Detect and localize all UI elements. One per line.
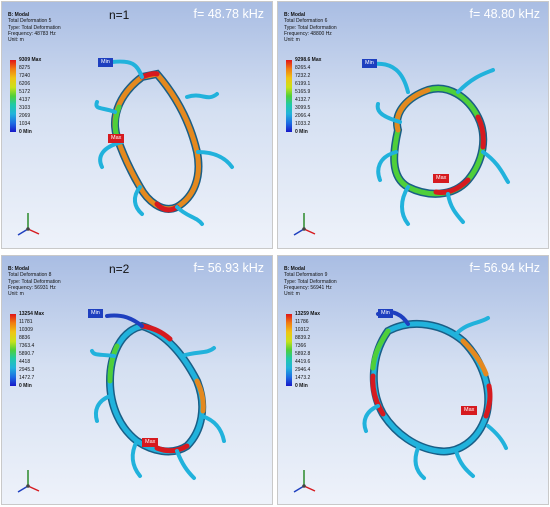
legend-value: 8265.4 [295, 65, 311, 71]
legend-value: 9309 Max [19, 57, 42, 63]
legend-value: 8839.2 [295, 335, 311, 341]
header-line: Unit: m [284, 291, 300, 298]
header-line: Frequency: 48783 Hz [8, 30, 56, 37]
legend-value: 13259 Max [295, 311, 321, 317]
legend-value: 0 Min [19, 129, 32, 135]
max-probe-tag: Max [433, 174, 450, 183]
legend-value: 5890.7 [19, 351, 35, 357]
legend-colorbar [10, 314, 16, 386]
legend-value: 0 Min [19, 383, 32, 389]
result-header: B: Modal Total Deformation 9 Type: Total… [284, 266, 337, 297]
axis-triad-icon [293, 470, 316, 493]
legend-value: 1472.7 [19, 375, 35, 381]
max-probe-tag: Max [108, 134, 125, 143]
legend-value: 2946.4 [295, 367, 311, 373]
frequency-label: f= 48.78 kHz [193, 7, 264, 21]
header-line: Type: Total Deformation [8, 278, 61, 285]
header-line: Type: Total Deformation [284, 278, 337, 285]
legend-value: 1033.2 [295, 121, 311, 127]
legend-value: 8836 [19, 335, 31, 341]
legend-colorbar [10, 60, 16, 132]
header-line: Total Deformation 8 [8, 272, 52, 279]
legend-value: 1034 [19, 121, 31, 127]
legend-value: 7363.4 [19, 343, 35, 349]
header-line: Type: Total Deformation [8, 24, 61, 31]
legend-value: 9298.6 Max [295, 57, 322, 63]
legend-value: 10309 [19, 327, 33, 333]
legend-value: 11786 [295, 319, 309, 325]
modal-panel-3: B: Modal Total Deformation 8 Type: Total… [1, 255, 273, 505]
deformed-ring-geometry [90, 313, 226, 480]
legend-value: 1473.2 [295, 375, 311, 381]
header-line: B: Modal [284, 266, 306, 272]
legend-value: 6206 [19, 81, 31, 87]
legend-value: 4418 [19, 359, 31, 365]
legend-value: 5172 [19, 89, 31, 95]
legend-value: 7366 [295, 343, 307, 349]
min-probe-tag: Min [378, 309, 393, 318]
legend-value: 0 Min [295, 129, 308, 135]
max-probe-tag: Max [461, 406, 478, 415]
deformed-ring-geometry [362, 309, 508, 480]
axis-triad-icon [17, 470, 40, 493]
legend-colorbar [286, 314, 292, 386]
legend-value: 6199.1 [295, 81, 311, 87]
mode-label: n=1 [109, 8, 130, 22]
header-line: Type: Total Deformation [284, 24, 337, 31]
max-probe-tag: Max [142, 438, 159, 447]
legend-value: 13254 Max [19, 311, 45, 317]
min-probe-tag: Min [88, 309, 103, 318]
header-line: B: Modal [8, 12, 30, 18]
legend-colorbar [286, 60, 292, 132]
legend-value: 3099.5 [295, 105, 311, 111]
axis-triad-icon [17, 213, 40, 236]
legend-value: 10312 [295, 327, 309, 333]
header-line: Unit: m [8, 37, 24, 44]
header-line: Total Deformation 6 [284, 18, 328, 25]
header-line: B: Modal [8, 266, 30, 272]
header-line: Unit: m [284, 37, 300, 44]
deformed-ring-geometry [371, 61, 510, 226]
legend-value: 11781 [19, 319, 33, 325]
legend-value: 2066.4 [295, 113, 311, 119]
frequency-label: f= 56.94 kHz [469, 261, 540, 275]
legend-value: 3103 [19, 105, 31, 111]
modal-panel-4: B: Modal Total Deformation 9 Type: Total… [277, 255, 549, 505]
result-header: B: Modal Total Deformation 8 Type: Total… [8, 266, 61, 297]
result-header: B: Modal Total Deformation 5 Type: Total… [8, 12, 61, 43]
min-probe-tag: Min [98, 58, 113, 67]
result-header: B: Modal Total Deformation 6 Type: Total… [284, 12, 337, 43]
legend-value: 2069 [19, 113, 31, 119]
legend-value: 5892.8 [295, 351, 311, 357]
legend-value: 4132.7 [295, 97, 311, 103]
deformed-ring-geometry [94, 59, 234, 226]
header-line: Unit: m [8, 291, 24, 298]
mode-label: n=2 [109, 262, 130, 276]
legend-value: 8275 [19, 65, 31, 71]
header-line: Frequency: 56941 Hz [284, 284, 332, 291]
modal-panel-2: B: Modal Total Deformation 6 Type: Total… [277, 1, 549, 249]
legend-value: 7232.2 [295, 73, 311, 79]
modal-panel-1: B: Modal Total Deformation 5 Type: Total… [1, 1, 273, 249]
axis-triad-icon [293, 213, 316, 236]
legend-value: 2945.3 [19, 367, 35, 373]
frequency-label: f= 56.93 kHz [193, 261, 264, 275]
frequency-label: f= 48.80 kHz [469, 7, 540, 21]
min-probe-tag: Min [362, 59, 377, 68]
header-line: Total Deformation 5 [8, 18, 52, 25]
header-line: Frequency: 56931 Hz [8, 284, 56, 291]
header-line: B: Modal [284, 12, 306, 18]
legend-value: 4419.6 [295, 359, 311, 365]
header-line: Total Deformation 9 [284, 272, 328, 279]
legend-value: 5165.9 [295, 89, 311, 95]
header-line: Frequency: 48800 Hz [284, 30, 332, 37]
legend-value: 4137 [19, 97, 31, 103]
legend-value: 0 Min [295, 383, 308, 389]
legend-value: 7240 [19, 73, 31, 79]
